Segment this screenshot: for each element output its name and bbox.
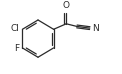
Text: N: N [92, 24, 99, 33]
Text: Cl: Cl [10, 24, 19, 33]
Text: O: O [63, 1, 70, 10]
Text: F: F [14, 44, 19, 53]
